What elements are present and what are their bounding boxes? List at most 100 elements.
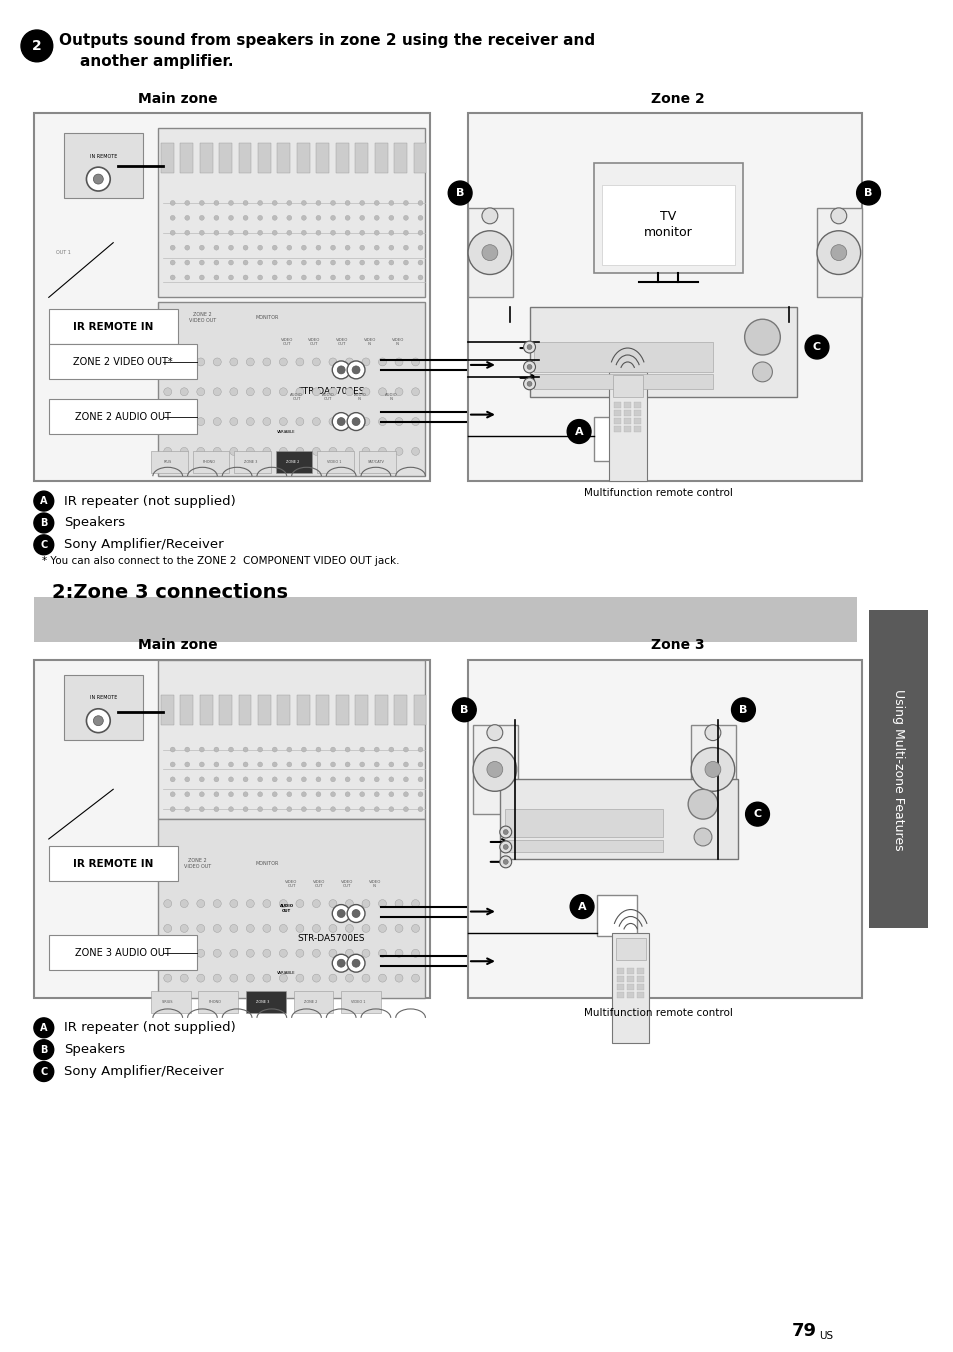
Bar [198,991,238,1013]
Text: B: B [40,518,48,527]
Circle shape [411,388,419,396]
Circle shape [526,365,532,369]
Circle shape [352,418,359,426]
Text: TV
monitor: TV monitor [643,211,692,239]
Circle shape [180,358,188,366]
Circle shape [295,975,304,982]
Circle shape [411,358,419,366]
Circle shape [199,807,204,811]
Circle shape [336,910,345,918]
Circle shape [523,341,535,353]
Circle shape [329,418,336,426]
Bar [358,452,395,473]
Circle shape [503,830,508,834]
Circle shape [345,748,350,752]
Circle shape [272,274,277,280]
Text: ZONE 3: ZONE 3 [244,460,257,464]
Text: US: US [818,1330,832,1341]
Text: IN REMOTE: IN REMOTE [90,154,117,158]
Circle shape [315,792,320,796]
Circle shape [359,777,364,781]
Circle shape [257,245,262,250]
Circle shape [272,763,277,767]
Circle shape [417,245,422,250]
Circle shape [230,358,237,366]
Circle shape [213,792,218,796]
Circle shape [690,748,734,791]
Circle shape [301,763,306,767]
Circle shape [287,200,292,206]
Circle shape [213,230,218,235]
Circle shape [329,949,336,957]
Bar [617,976,623,982]
Circle shape [468,231,511,274]
Circle shape [374,748,379,752]
Circle shape [345,200,350,206]
Text: IR REMOTE IN: IR REMOTE IN [73,859,153,869]
Text: Zone 2: Zone 2 [651,92,704,105]
Circle shape [213,949,221,957]
Circle shape [359,245,364,250]
Circle shape [417,777,422,781]
Circle shape [295,418,304,426]
Text: C: C [812,342,821,352]
Circle shape [246,418,254,426]
Circle shape [417,200,422,206]
Circle shape [570,895,594,918]
Circle shape [313,388,320,396]
Circle shape [243,763,248,767]
Circle shape [301,807,306,811]
Circle shape [336,959,345,967]
Text: C: C [40,539,48,550]
Circle shape [378,975,386,982]
Circle shape [164,975,172,982]
Circle shape [378,358,386,366]
Text: A: A [40,1023,48,1033]
Bar [151,452,188,473]
Circle shape [403,763,408,767]
Text: Sony Amplifier/Receiver: Sony Amplifier/Receiver [64,538,223,552]
Circle shape [185,748,190,752]
Circle shape [272,260,277,265]
Circle shape [295,899,304,907]
Bar [238,143,252,173]
Circle shape [378,388,386,396]
Circle shape [301,245,306,250]
Bar [534,375,712,389]
Bar [180,143,193,173]
Circle shape [180,388,188,396]
Circle shape [213,448,221,456]
Circle shape [229,792,233,796]
Circle shape [180,949,188,957]
Bar [257,143,271,173]
Bar [499,779,737,859]
Text: Speakers: Speakers [64,516,125,530]
Bar [601,185,734,265]
Circle shape [704,761,720,777]
Circle shape [301,777,306,781]
Text: AUDIO
OUT: AUDIO OUT [321,392,335,402]
Circle shape [170,748,175,752]
Circle shape [230,388,237,396]
Text: * You can also connect to the ZONE 2  COMPONENT VIDEO OUT jack.: * You can also connect to the ZONE 2 COM… [42,556,399,565]
Circle shape [361,388,370,396]
Circle shape [830,208,846,224]
Circle shape [229,777,233,781]
Circle shape [301,748,306,752]
Circle shape [213,807,218,811]
Circle shape [395,358,402,366]
Circle shape [257,200,262,206]
Circle shape [21,30,52,62]
Bar [529,307,797,396]
Circle shape [246,949,254,957]
Bar [626,992,633,998]
Circle shape [272,245,277,250]
Bar [613,402,620,408]
Text: C: C [753,808,760,819]
Text: RIUS: RIUS [163,460,172,464]
Text: MONITOR: MONITOR [254,315,278,319]
Circle shape [87,708,111,733]
Circle shape [395,925,402,933]
Circle shape [417,215,422,220]
Bar [636,984,643,990]
